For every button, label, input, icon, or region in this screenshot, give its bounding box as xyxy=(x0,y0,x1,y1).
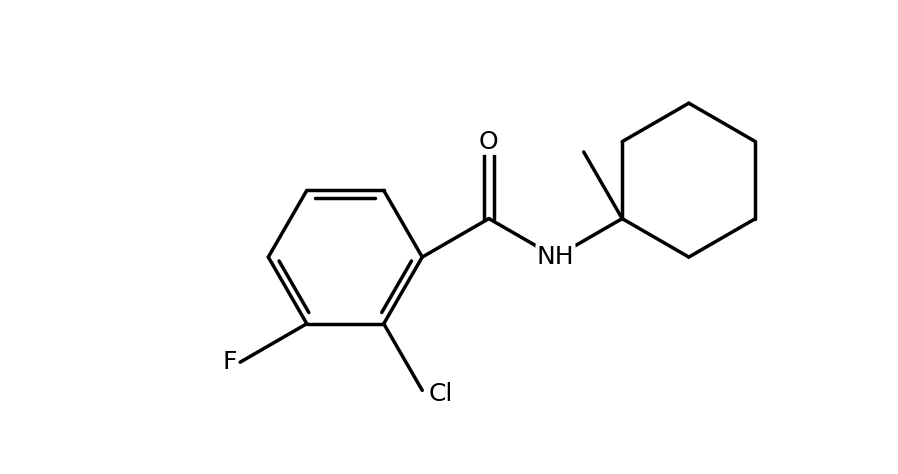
Text: O: O xyxy=(479,129,498,154)
Text: F: F xyxy=(223,350,237,374)
Text: Cl: Cl xyxy=(429,382,453,406)
Text: NH: NH xyxy=(537,245,575,269)
